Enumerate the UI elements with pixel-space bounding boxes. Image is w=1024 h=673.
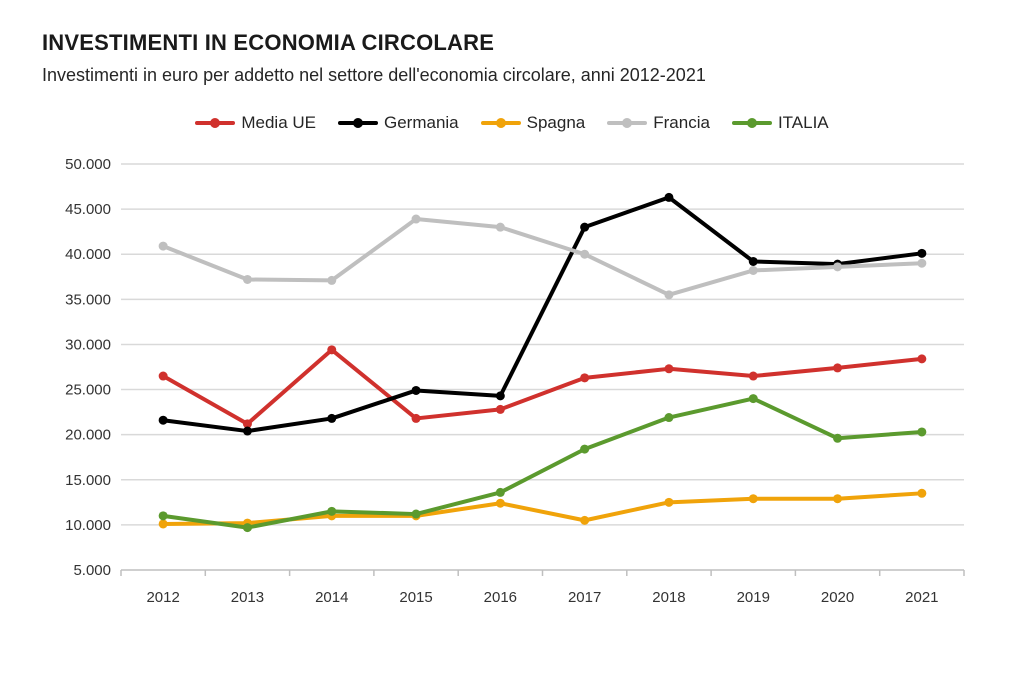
data-point-francia bbox=[242, 274, 252, 284]
data-point-francia bbox=[495, 222, 505, 232]
data-point-italia bbox=[495, 487, 505, 497]
legend-swatch-italia bbox=[731, 117, 772, 129]
legend-label: Germania bbox=[383, 113, 459, 132]
data-point-media-ue bbox=[327, 345, 337, 355]
data-point-francia bbox=[664, 290, 674, 300]
x-tick-label: 2013 bbox=[231, 589, 264, 606]
y-tick-label: 15.000 bbox=[65, 472, 111, 489]
legend-label: Spagna bbox=[526, 113, 586, 132]
data-point-italia bbox=[748, 394, 758, 404]
legend-swatch-spagna bbox=[480, 117, 521, 129]
data-point-spagna bbox=[917, 488, 927, 498]
data-point-media-ue bbox=[580, 373, 590, 383]
data-point-italia bbox=[917, 427, 927, 437]
legend: Media UE Germania Spagna Francia ITALIA bbox=[0, 113, 1024, 133]
x-tick-label: 2021 bbox=[905, 589, 938, 606]
legend-label: Francia bbox=[653, 113, 710, 132]
data-point-francia bbox=[917, 258, 927, 268]
x-tick-label: 2020 bbox=[821, 589, 854, 606]
legend-swatch-germania bbox=[337, 117, 378, 129]
data-point-francia bbox=[580, 249, 590, 259]
series-line-germania bbox=[161, 195, 924, 434]
y-tick-label: 40.000 bbox=[65, 246, 111, 263]
data-point-media-ue bbox=[833, 363, 843, 373]
data-point-germania bbox=[917, 248, 927, 258]
x-tick-label: 2019 bbox=[737, 589, 770, 606]
y-tick-label: 5.000 bbox=[73, 562, 111, 579]
data-point-media-ue bbox=[411, 413, 421, 423]
data-point-germania bbox=[158, 415, 168, 425]
legend-item-francia: Francia bbox=[607, 113, 710, 133]
data-point-media-ue bbox=[242, 419, 252, 429]
x-tick-label: 2018 bbox=[652, 589, 685, 606]
data-point-germania bbox=[580, 222, 590, 232]
data-point-germania bbox=[411, 385, 421, 395]
y-tick-label: 20.000 bbox=[65, 427, 111, 444]
y-tick-label: 30.000 bbox=[65, 336, 111, 353]
data-point-media-ue bbox=[748, 371, 758, 381]
x-tick-label: 2017 bbox=[568, 589, 601, 606]
legend-item-italia: ITALIA bbox=[731, 113, 829, 133]
data-point-spagna bbox=[748, 494, 758, 504]
legend-swatch-francia bbox=[607, 117, 648, 129]
y-tick-label: 25.000 bbox=[65, 382, 111, 399]
legend-swatch-media-ue bbox=[195, 117, 236, 129]
data-point-germania bbox=[327, 413, 337, 423]
data-point-italia bbox=[327, 506, 337, 516]
data-point-francia bbox=[327, 275, 337, 285]
x-tick-label: 2016 bbox=[484, 589, 517, 606]
data-point-italia bbox=[242, 523, 252, 533]
legend-item-germania: Germania bbox=[337, 113, 459, 133]
data-point-italia bbox=[664, 413, 674, 423]
data-point-germania bbox=[495, 391, 505, 401]
data-point-spagna bbox=[664, 497, 674, 507]
data-point-spagna bbox=[158, 519, 168, 529]
x-tick-label: 2014 bbox=[315, 589, 348, 606]
data-point-francia bbox=[748, 265, 758, 275]
x-tick-label: 2015 bbox=[399, 589, 432, 606]
legend-label: ITALIA bbox=[777, 113, 829, 132]
data-point-spagna bbox=[495, 498, 505, 508]
y-tick-label: 35.000 bbox=[65, 291, 111, 308]
legend-label: Media UE bbox=[241, 113, 316, 132]
x-tick-label: 2012 bbox=[146, 589, 179, 606]
data-point-spagna bbox=[580, 515, 590, 525]
data-point-italia bbox=[833, 433, 843, 443]
data-point-italia bbox=[158, 511, 168, 521]
data-point-francia bbox=[158, 241, 168, 251]
series-line-spagna bbox=[161, 491, 924, 526]
series-line-media-ue bbox=[161, 347, 924, 426]
legend-item-spagna: Spagna bbox=[480, 113, 586, 133]
data-point-italia bbox=[580, 444, 590, 454]
data-point-media-ue bbox=[158, 371, 168, 381]
chart-subtitle: Investimenti in euro per addetto nel set… bbox=[42, 65, 706, 85]
data-point-media-ue bbox=[495, 404, 505, 414]
y-tick-label: 50.000 bbox=[65, 156, 111, 173]
series-line-francia bbox=[161, 217, 924, 297]
data-point-italia bbox=[411, 509, 421, 519]
y-tick-label: 45.000 bbox=[65, 201, 111, 218]
y-tick-label: 10.000 bbox=[65, 517, 111, 534]
data-point-media-ue bbox=[917, 354, 927, 364]
data-point-spagna bbox=[833, 494, 843, 504]
chart-title: INVESTIMENTI IN ECONOMIA CIRCOLARE bbox=[42, 30, 495, 55]
data-point-francia bbox=[833, 262, 843, 272]
data-point-germania bbox=[748, 256, 758, 266]
data-point-francia bbox=[411, 214, 421, 224]
data-point-media-ue bbox=[664, 364, 674, 374]
data-point-germania bbox=[242, 426, 252, 436]
data-point-germania bbox=[664, 192, 674, 202]
legend-item-media-ue: Media UE bbox=[195, 113, 316, 133]
series-line-italia bbox=[161, 396, 924, 530]
